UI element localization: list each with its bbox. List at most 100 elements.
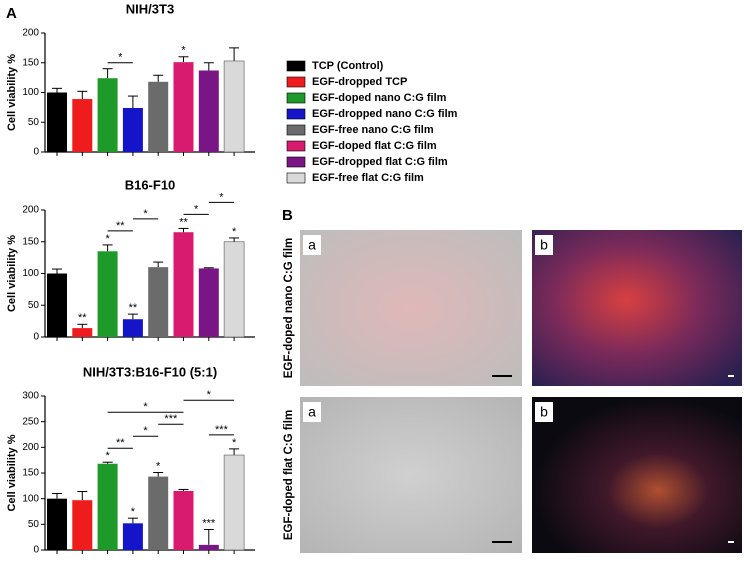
significance-label: * bbox=[131, 506, 136, 518]
significance-label: ** bbox=[179, 216, 188, 228]
bar bbox=[47, 92, 67, 152]
significance-label: * bbox=[232, 437, 237, 449]
y-tick-label: 50 bbox=[28, 117, 40, 128]
significance-label: * bbox=[232, 226, 237, 238]
bar bbox=[122, 523, 143, 550]
panel-label: A bbox=[6, 5, 17, 22]
bar bbox=[223, 60, 245, 153]
chart-title: NIH/3T3 bbox=[126, 1, 174, 16]
y-tick-label: 200 bbox=[22, 28, 39, 39]
y-tick-label: 0 bbox=[33, 545, 39, 556]
significance-label: * bbox=[105, 450, 110, 462]
bar bbox=[97, 463, 118, 550]
panel-label: B bbox=[282, 207, 293, 224]
image-label-box bbox=[535, 235, 553, 255]
legend-label: EGF-free nano C:G film bbox=[312, 124, 434, 136]
y-tick-label: 0 bbox=[33, 332, 39, 343]
bracket-label: ** bbox=[116, 220, 125, 232]
y-tick-label: 150 bbox=[22, 57, 39, 68]
image-label: a bbox=[308, 404, 316, 420]
y-tick-label: 200 bbox=[22, 442, 39, 453]
bar bbox=[148, 267, 169, 337]
y-tick-label: 250 bbox=[22, 416, 39, 427]
legend-label: EGF-doped nano C:G film bbox=[312, 92, 447, 104]
bracket-label: * bbox=[194, 203, 199, 215]
micrograph bbox=[300, 230, 522, 386]
y-tick-label: 300 bbox=[22, 391, 39, 402]
legend-swatch bbox=[286, 108, 306, 120]
bar bbox=[97, 78, 118, 152]
legend-label: EGF-dropped TCP bbox=[312, 76, 407, 88]
y-axis-label: Cell viability % bbox=[6, 54, 18, 131]
legend-swatch bbox=[286, 92, 306, 104]
y-tick-label: 100 bbox=[22, 493, 39, 504]
bar bbox=[72, 500, 93, 550]
row-label: EGF-doped nano C:G film bbox=[283, 238, 295, 379]
image-label-box bbox=[303, 402, 321, 422]
y-axis-label: Cell viability % bbox=[6, 235, 18, 312]
y-axis-label: Cell viability % bbox=[6, 434, 18, 511]
bar bbox=[148, 81, 169, 152]
significance-label: ** bbox=[78, 312, 87, 324]
significance-label: * bbox=[105, 233, 110, 245]
legend-label: EGF-doped flat C:G film bbox=[312, 140, 437, 152]
micrograph bbox=[532, 230, 742, 386]
y-tick-label: 200 bbox=[22, 205, 39, 216]
bracket-label: *** bbox=[215, 424, 229, 436]
image-label: b bbox=[540, 237, 548, 253]
legend-swatch bbox=[286, 156, 306, 168]
chart-title: B16-F10 bbox=[125, 177, 176, 192]
bar bbox=[72, 99, 93, 152]
significance-label: ** bbox=[129, 302, 138, 314]
y-tick-label: 100 bbox=[22, 268, 39, 279]
row-label: EGF-doped flat C:G film bbox=[283, 410, 295, 540]
image-label-box bbox=[303, 235, 321, 255]
y-tick-label: 0 bbox=[33, 147, 39, 158]
bar bbox=[122, 319, 143, 337]
y-tick-label: 50 bbox=[28, 519, 40, 530]
bracket-label: * bbox=[118, 52, 123, 64]
bracket-label: * bbox=[143, 208, 148, 220]
y-tick-label: 100 bbox=[22, 87, 39, 98]
bar bbox=[173, 490, 194, 550]
legend-swatch bbox=[286, 172, 306, 184]
bar bbox=[47, 273, 67, 337]
y-tick-label: 150 bbox=[22, 468, 39, 479]
legend-swatch bbox=[286, 140, 306, 152]
bar bbox=[97, 251, 118, 337]
legend-swatch bbox=[286, 76, 306, 88]
bar bbox=[72, 328, 93, 337]
y-tick-label: 50 bbox=[28, 300, 40, 311]
legend-swatch bbox=[286, 124, 306, 136]
significance-label: * bbox=[156, 460, 161, 472]
bar bbox=[198, 268, 219, 337]
image-label: a bbox=[308, 237, 316, 253]
legend-label: TCP (Control) bbox=[312, 60, 384, 72]
legend-label: EGF-free flat C:G film bbox=[312, 172, 424, 184]
image-label: b bbox=[540, 404, 548, 420]
significance-label: *** bbox=[202, 517, 216, 529]
bar bbox=[223, 454, 245, 551]
bracket-label: ** bbox=[116, 437, 125, 449]
legend-label: EGF-dropped nano C:G film bbox=[312, 108, 458, 120]
bar bbox=[198, 544, 219, 550]
micrograph bbox=[300, 397, 522, 553]
bracket-label: * bbox=[143, 425, 148, 437]
legend-swatch bbox=[286, 60, 306, 72]
bracket-label: * bbox=[207, 389, 212, 401]
micrograph bbox=[532, 397, 742, 553]
significance-label: * bbox=[181, 45, 186, 57]
image-label-box bbox=[535, 402, 553, 422]
bracket-label: *** bbox=[164, 413, 178, 425]
chart-title: NIH/3T3:B16-F10 (5:1) bbox=[83, 364, 217, 379]
bar bbox=[148, 476, 169, 550]
bar bbox=[173, 62, 194, 152]
y-tick-label: 150 bbox=[22, 236, 39, 247]
legend-label: EGF-dropped flat C:G film bbox=[312, 156, 448, 168]
bar bbox=[198, 70, 219, 152]
bar bbox=[122, 107, 143, 152]
bar bbox=[173, 232, 194, 337]
bracket-label: * bbox=[219, 191, 224, 203]
bar bbox=[47, 498, 67, 550]
